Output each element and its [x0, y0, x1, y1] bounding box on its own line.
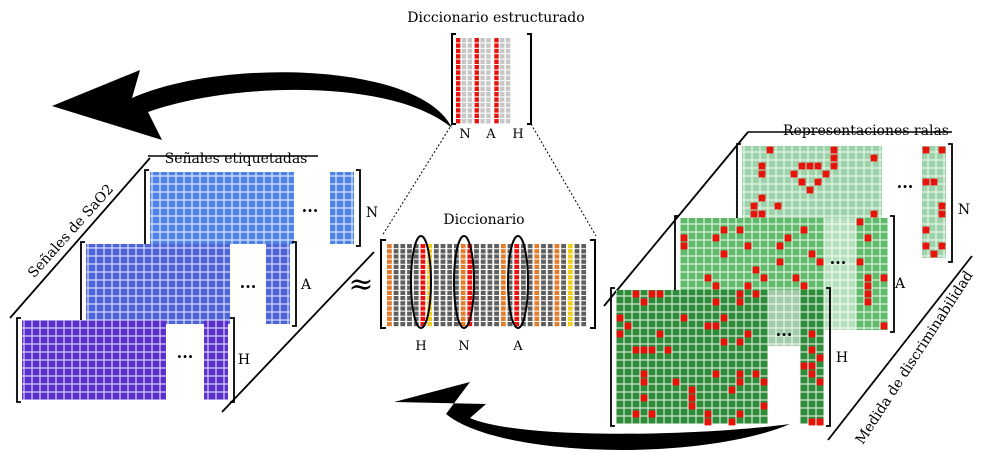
- sparse-ellipsis-A: ···: [830, 253, 847, 272]
- labeled-signals: Señales etiquetadas ··· N ··· A ···: [9, 151, 378, 413]
- sparse-bracket-N: [736, 143, 741, 223]
- sparse-label-A: A: [894, 276, 906, 292]
- signal-label-H: H: [238, 352, 250, 368]
- structured-dictionary: Diccionario estructurado N A H: [407, 10, 584, 142]
- signal-set-H: ··· H: [16, 317, 250, 403]
- approx-symbol: ≈: [348, 267, 373, 302]
- dictionary-matrix: [387, 244, 587, 327]
- sparse-representations: Representaciones ralas ··· N ··· A: [603, 123, 977, 447]
- projection-line-left: [381, 123, 453, 237]
- ellipsis-H: ···: [177, 347, 194, 366]
- dictionary-bracket-left: [380, 239, 386, 329]
- signal-label-A: A: [300, 277, 312, 293]
- signal-label-N: N: [366, 205, 378, 221]
- sparse-label-H: H: [836, 350, 848, 366]
- curved-arrow-bottom-icon: [394, 382, 790, 450]
- structured-dictionary-bracket-left: [451, 33, 456, 125]
- structured-label-A: A: [485, 127, 496, 142]
- labeled-signals-diagonal-right: [221, 251, 375, 413]
- ellipsis-A: ···: [240, 277, 257, 296]
- sparse-bracket-A: [674, 215, 679, 293]
- atom-selector-N-icon: [453, 235, 475, 329]
- dictionary-title: Diccionario: [443, 212, 524, 228]
- dictionary-label-N: N: [458, 339, 469, 354]
- sparse-label-N: N: [958, 202, 970, 218]
- bracket-N: [144, 169, 149, 247]
- labeled-signals-title: Señales etiquetadas: [165, 151, 308, 167]
- sparse-ellipsis-H: ···: [776, 325, 793, 344]
- sparse-set-N: ··· N: [736, 143, 970, 263]
- bracket-H: [16, 317, 21, 403]
- signal-set-A: ··· A: [80, 241, 312, 327]
- curved-arrow-top-icon: [52, 70, 452, 140]
- sparse-ellipsis-N: ···: [897, 177, 914, 196]
- structured-dictionary-matrix: [456, 38, 511, 124]
- dictionary-label-H: H: [415, 339, 426, 354]
- dictionary: Diccionario H N A: [380, 212, 596, 354]
- sparse-bracket-H: [610, 287, 615, 427]
- projection-line-right: [530, 123, 597, 237]
- structured-dictionary-bracket-right: [527, 33, 532, 125]
- sparse-set-A: ··· A: [674, 215, 906, 333]
- signal-set-N: ··· N: [144, 169, 378, 247]
- sparse-representations-title: Representaciones ralas: [783, 123, 949, 139]
- bracket-A: [80, 241, 85, 327]
- ellipsis-N: ···: [302, 201, 319, 220]
- atom-selector-A-icon: [507, 235, 529, 329]
- discriminability-diagonal-line: [827, 255, 973, 441]
- atom-selector-H-icon: [410, 235, 432, 329]
- sao2-diagonal-line: [9, 157, 151, 319]
- dictionary-bracket-right: [590, 239, 596, 329]
- sparse-top-diagonal: [603, 131, 749, 307]
- structured-label-N: N: [459, 127, 470, 142]
- structured-label-H: H: [512, 127, 523, 142]
- dictionary-label-A: A: [512, 339, 523, 354]
- structured-dictionary-title: Diccionario estructurado: [407, 10, 584, 26]
- sparse-set-H: ··· H: [610, 287, 848, 427]
